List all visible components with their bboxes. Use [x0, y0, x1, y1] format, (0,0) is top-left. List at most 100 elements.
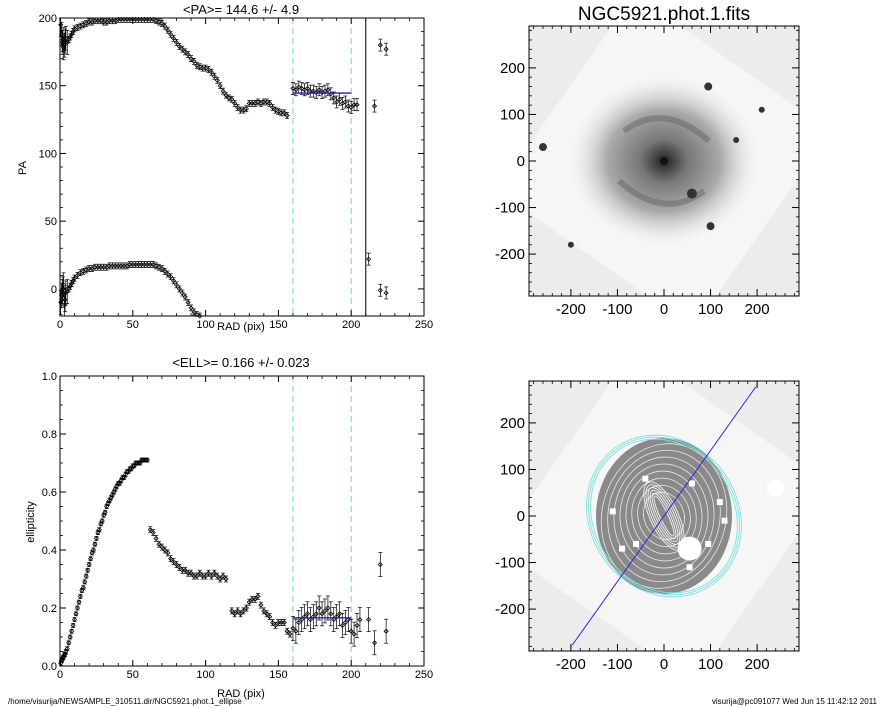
- data-point: [197, 63, 203, 71]
- data-point: [281, 109, 287, 117]
- data-point: [331, 607, 337, 632]
- x-tick-label: 100: [698, 301, 723, 318]
- data-point: [313, 601, 319, 627]
- data-point: [188, 55, 194, 62]
- data-point: [179, 289, 185, 297]
- data-point: [96, 527, 102, 533]
- data-point: [208, 68, 214, 76]
- data-point: [182, 293, 188, 301]
- data-point: [211, 72, 217, 80]
- pa-profile-panel: <PA>= 144.6 +/- 4.9 0 50 100 150 200 250 0 50 1…: [17, 2, 433, 333]
- data-point: [69, 628, 75, 634]
- data-point: [235, 607, 241, 615]
- data-point: [223, 575, 229, 583]
- data-point: [162, 22, 168, 30]
- data-point: [325, 595, 331, 621]
- y-tick-label: -200: [495, 246, 525, 263]
- data-point: [76, 599, 82, 605]
- data-point: [67, 634, 73, 640]
- data-point: [71, 274, 78, 282]
- isophote-bar: [649, 489, 679, 543]
- data-point: [357, 607, 363, 632]
- y-tick-label: 0.8: [42, 429, 57, 441]
- image-panel-title: NGC5921.phot.1.fits: [578, 4, 750, 25]
- data-point: [243, 105, 249, 113]
- data-point: [287, 630, 293, 638]
- data-point: [232, 99, 238, 107]
- image1-x-ticks: -200 -100 0 100 200: [533, 26, 795, 318]
- data-point: [336, 601, 343, 627]
- data-point: [99, 518, 105, 524]
- data-point: [74, 272, 81, 279]
- data-point: [173, 561, 180, 568]
- data-point: [188, 304, 194, 312]
- image1-y-ticks: -200 -100 0 100 200: [495, 30, 799, 292]
- data-point: [182, 566, 188, 574]
- data-point: [194, 62, 200, 69]
- data-point: [366, 607, 372, 632]
- data-point: [208, 572, 214, 580]
- data-point: [58, 17, 64, 38]
- data-point: [237, 610, 244, 618]
- x-tick-label: -100: [602, 656, 632, 673]
- data-point: [217, 82, 223, 90]
- data-point: [299, 607, 305, 632]
- ellipticity-profile-panel: <ELL>= 0.166 +/- 0.023 0 50 100 150 200 250 0…: [25, 355, 433, 700]
- ell-x-axis-label: RAD (pix): [217, 688, 265, 700]
- y-tick-label: -200: [495, 601, 525, 618]
- footer-file-path: /home/visurija/NEWSAMPLE_310511.dir/NGC5…: [8, 697, 242, 706]
- x-tick-label: 150: [269, 669, 287, 681]
- data-point: [80, 585, 86, 591]
- data-point: [302, 604, 308, 630]
- data-point: [194, 572, 200, 580]
- data-point: [304, 601, 311, 627]
- masked-pixel-5: [633, 540, 640, 547]
- data-point: [296, 610, 302, 635]
- data-point: [371, 630, 378, 656]
- data-point: [377, 38, 383, 52]
- galaxy-image: [529, 26, 799, 296]
- data-point: [255, 593, 261, 600]
- isophote-inner: [607, 449, 721, 583]
- isophote-outer: [588, 436, 740, 596]
- data-point: [290, 82, 296, 95]
- y-tick-label: 200: [500, 415, 525, 432]
- star-2: [706, 222, 715, 231]
- y-tick-label: 0.0: [42, 661, 57, 673]
- data-point: [316, 595, 322, 621]
- data-point: [173, 281, 180, 289]
- data-point: [316, 83, 322, 97]
- data-point: [165, 26, 171, 34]
- image2-x-ticks: -200 -100 0 100 200: [533, 381, 795, 673]
- data-point: [64, 646, 70, 652]
- data-point: [74, 605, 81, 611]
- data-point: [102, 509, 108, 515]
- data-point: [203, 572, 209, 580]
- data-point: [168, 30, 174, 38]
- isophote-inner: [631, 477, 697, 555]
- masked-star: [677, 536, 702, 561]
- x-tick-label: 200: [342, 669, 360, 681]
- data-point: [322, 84, 328, 98]
- data-point: [173, 39, 180, 46]
- masked-pixel-2: [688, 480, 695, 487]
- x-tick-label: 200: [745, 301, 770, 318]
- data-point: [383, 42, 389, 56]
- ell-y-ticks: 0.0 0.2 0.4 0.6 0.8 1.0: [42, 371, 424, 673]
- data-point: [264, 98, 270, 106]
- data-point: [88, 556, 94, 562]
- data-point: [339, 613, 346, 638]
- x-tick-label: 150: [269, 319, 287, 331]
- isophote-overlay-panel: -200 -100 0 100 200 -200 -100 0 100 200: [495, 380, 800, 673]
- data-point: [243, 604, 249, 612]
- data-point: [284, 627, 290, 635]
- y-tick-label: 0: [517, 508, 525, 525]
- data-point: [77, 269, 83, 277]
- data-point: [71, 25, 78, 33]
- data-point: [377, 283, 383, 297]
- data-point: [185, 299, 191, 306]
- data-point: [214, 572, 220, 580]
- masked-pixel-9: [686, 564, 693, 571]
- data-point: [258, 601, 264, 609]
